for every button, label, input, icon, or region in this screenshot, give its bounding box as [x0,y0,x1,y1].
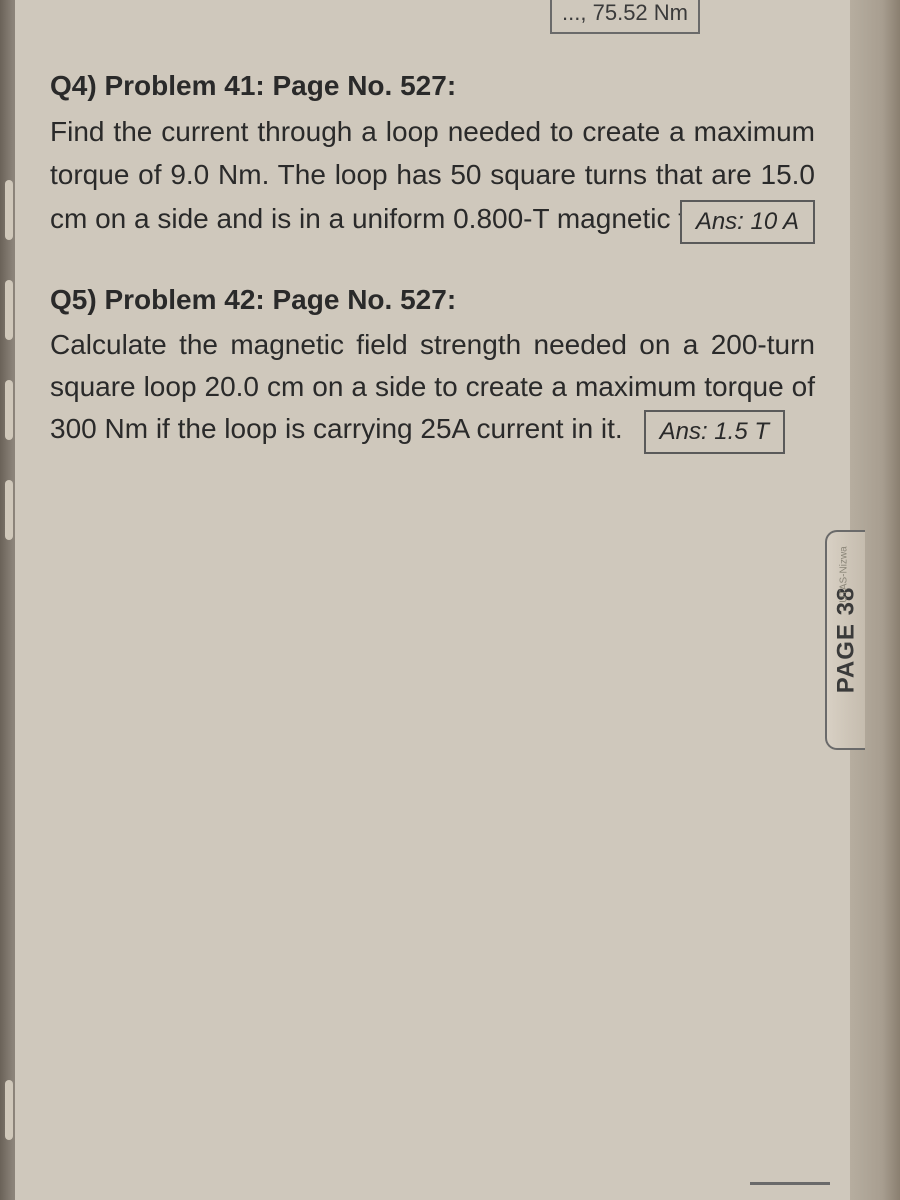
q5-answer-box: Ans: 1.5 T [644,410,785,454]
book-binding [0,0,15,1200]
question-4-block: Q4) Problem 41: Page No. 527: Find the c… [35,70,830,244]
q5-heading: Q5) Problem 42: Page No. 527: [50,284,815,316]
top-partial-answer-box: ..., 75.52 Nm [550,0,700,34]
small-label-tab: UTAS-Nizwa [838,546,849,602]
q4-heading: Q4) Problem 41: Page No. 527: [50,70,815,102]
q4-answer-box: Ans: 10 A [680,200,815,244]
page-content: ..., 75.52 Nm Q4) Problem 41: Page No. 5… [15,0,850,1200]
bottom-border-fragment [750,1182,830,1185]
top-answer-fragment: ..., 75.52 Nm [562,0,688,25]
question-5-block: Q5) Problem 42: Page No. 527: Calculate … [35,284,830,454]
